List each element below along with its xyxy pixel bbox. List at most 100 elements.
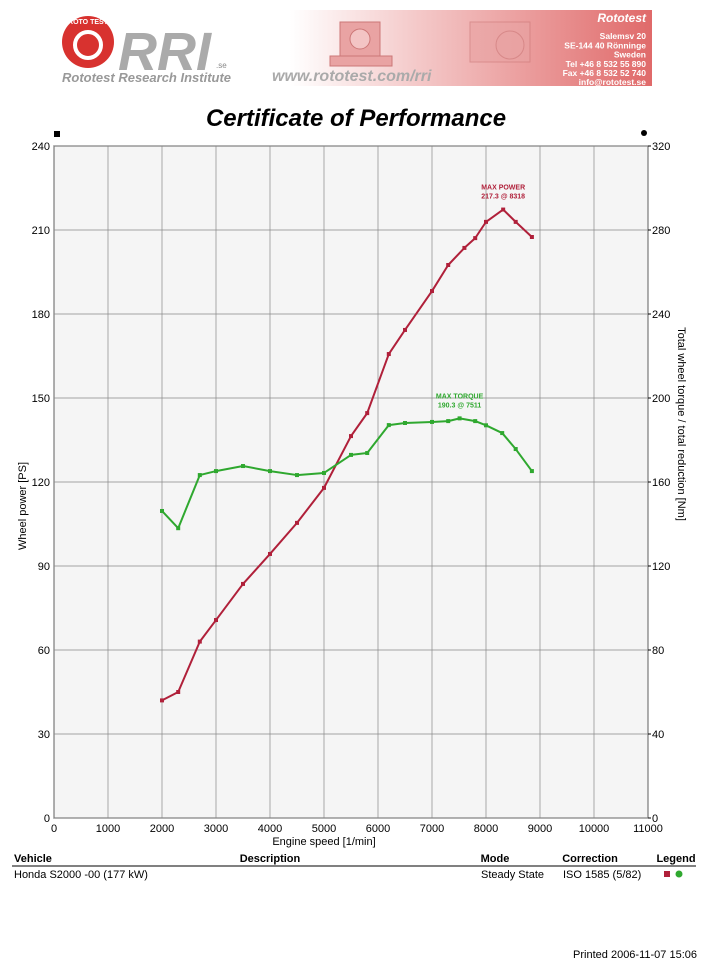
y-tick-label: 240 (32, 141, 50, 153)
data-point (473, 236, 478, 241)
y2-tick-label: 0 (652, 813, 658, 825)
data-point (457, 416, 462, 421)
data-point (365, 451, 370, 456)
y-tick-label: 210 (32, 225, 50, 237)
data-point (529, 235, 534, 239)
x-tick-label: 3000 (204, 823, 228, 835)
data-point (214, 469, 218, 474)
logo-circle (62, 16, 114, 68)
data-point (501, 207, 506, 212)
address-line: Sweden (614, 50, 646, 60)
company-name: Rototest (597, 11, 647, 25)
data-point (484, 219, 488, 224)
annotation: MAX TORQUE (436, 393, 484, 400)
x-tick-label: 8000 (474, 823, 498, 835)
logo-ring-text: ROTO TEST (68, 19, 109, 26)
data-point (446, 263, 451, 267)
data-point (473, 419, 478, 424)
data-point (176, 526, 181, 531)
y-tick-label: 60 (38, 645, 50, 657)
address-line: Tel +46 8 532 55 890 (566, 59, 647, 69)
x-tick-label: 7000 (420, 823, 444, 835)
table-header: Legend (656, 853, 695, 865)
data-point (322, 470, 326, 475)
address-line: info@rototest.se (579, 77, 647, 87)
y2-axis-label: Total wheel torque / total reduction [Nm… (675, 327, 687, 521)
annotation: 217.3 @ 8318 (481, 194, 525, 201)
x-tick-label: 2000 (150, 823, 174, 835)
data-point (403, 327, 407, 332)
y-tick-label: 120 (32, 477, 50, 489)
institute: Rototest Research Institute (62, 70, 231, 85)
correction-cell: ISO 1585 (5/82) (563, 869, 641, 881)
y-tick-label: 150 (32, 393, 50, 405)
x-tick-label: 10000 (579, 823, 610, 835)
logo-suffix: .se (216, 61, 227, 70)
data-point (241, 581, 245, 586)
x-tick-label: 6000 (366, 823, 390, 835)
legend-swatch (664, 871, 670, 877)
data-point (197, 639, 202, 644)
logo-text: RRI (118, 22, 212, 82)
y2-tick-label: 80 (652, 645, 664, 657)
data-point (386, 423, 391, 428)
corner-marker (641, 130, 647, 136)
y-tick-label: 180 (32, 309, 50, 321)
vehicle-cell: Honda S2000 -00 (177 kW) (14, 869, 148, 881)
y2-tick-label: 120 (652, 561, 670, 573)
table-header: Mode (481, 853, 510, 865)
footer: Printed 2006-11-07 15:06 (573, 949, 697, 961)
chart-title: Certificate of Performance (206, 105, 506, 132)
data-point (365, 411, 370, 416)
x-tick-label: 1000 (96, 823, 120, 835)
y-tick-label: 30 (38, 729, 50, 741)
y2-tick-label: 240 (652, 309, 670, 321)
y2-tick-label: 280 (652, 225, 670, 237)
machine-illustration (329, 21, 531, 67)
y2-tick-label: 200 (652, 393, 670, 405)
data-point (484, 423, 488, 428)
address-line: Fax +46 8 532 52 740 (563, 68, 647, 78)
address-line: SE-144 40 Rönninge (564, 40, 646, 50)
table-header: Description (240, 853, 301, 865)
y2-tick-label: 40 (652, 729, 664, 741)
data-point (430, 419, 434, 424)
data-point (430, 289, 434, 294)
data-point (214, 618, 218, 623)
annotation: MAX POWER (481, 185, 525, 192)
legend-swatch (675, 870, 683, 878)
data-point (349, 452, 353, 457)
mode-cell: Steady State (481, 869, 544, 881)
data-point (295, 520, 299, 525)
data-point (403, 420, 407, 425)
data-point (446, 419, 451, 424)
table-header: Vehicle (14, 853, 52, 865)
annotation: 190.3 @ 7511 (438, 402, 482, 409)
y2-tick-label: 320 (652, 141, 670, 153)
data-point (160, 508, 164, 513)
data-point (529, 469, 534, 474)
x-tick-label: 0 (51, 823, 57, 835)
data-point (349, 434, 353, 439)
address-line: Salemsv 20 (600, 31, 647, 41)
table-header: Correction (562, 853, 618, 865)
y-axis-label: Wheel power [PS] (17, 462, 29, 550)
corner-marker (54, 131, 60, 137)
y2-tick-label: 160 (652, 477, 670, 489)
y-tick-label: 0 (44, 813, 50, 825)
x-axis-label: Engine speed [1/min] (272, 836, 375, 848)
data-point (268, 469, 272, 474)
x-tick-label: 9000 (528, 823, 552, 835)
data-point (386, 352, 391, 357)
y-tick-label: 90 (38, 561, 50, 573)
logo-ring (73, 30, 103, 60)
data-point (500, 431, 505, 436)
x-tick-label: 11000 (633, 823, 663, 835)
x-tick-label: 5000 (312, 823, 336, 835)
url: www.rototest.com/rri (272, 68, 432, 85)
series-line (161, 208, 533, 702)
data-point (268, 551, 272, 556)
data-point (513, 447, 518, 452)
data-point (513, 219, 518, 224)
